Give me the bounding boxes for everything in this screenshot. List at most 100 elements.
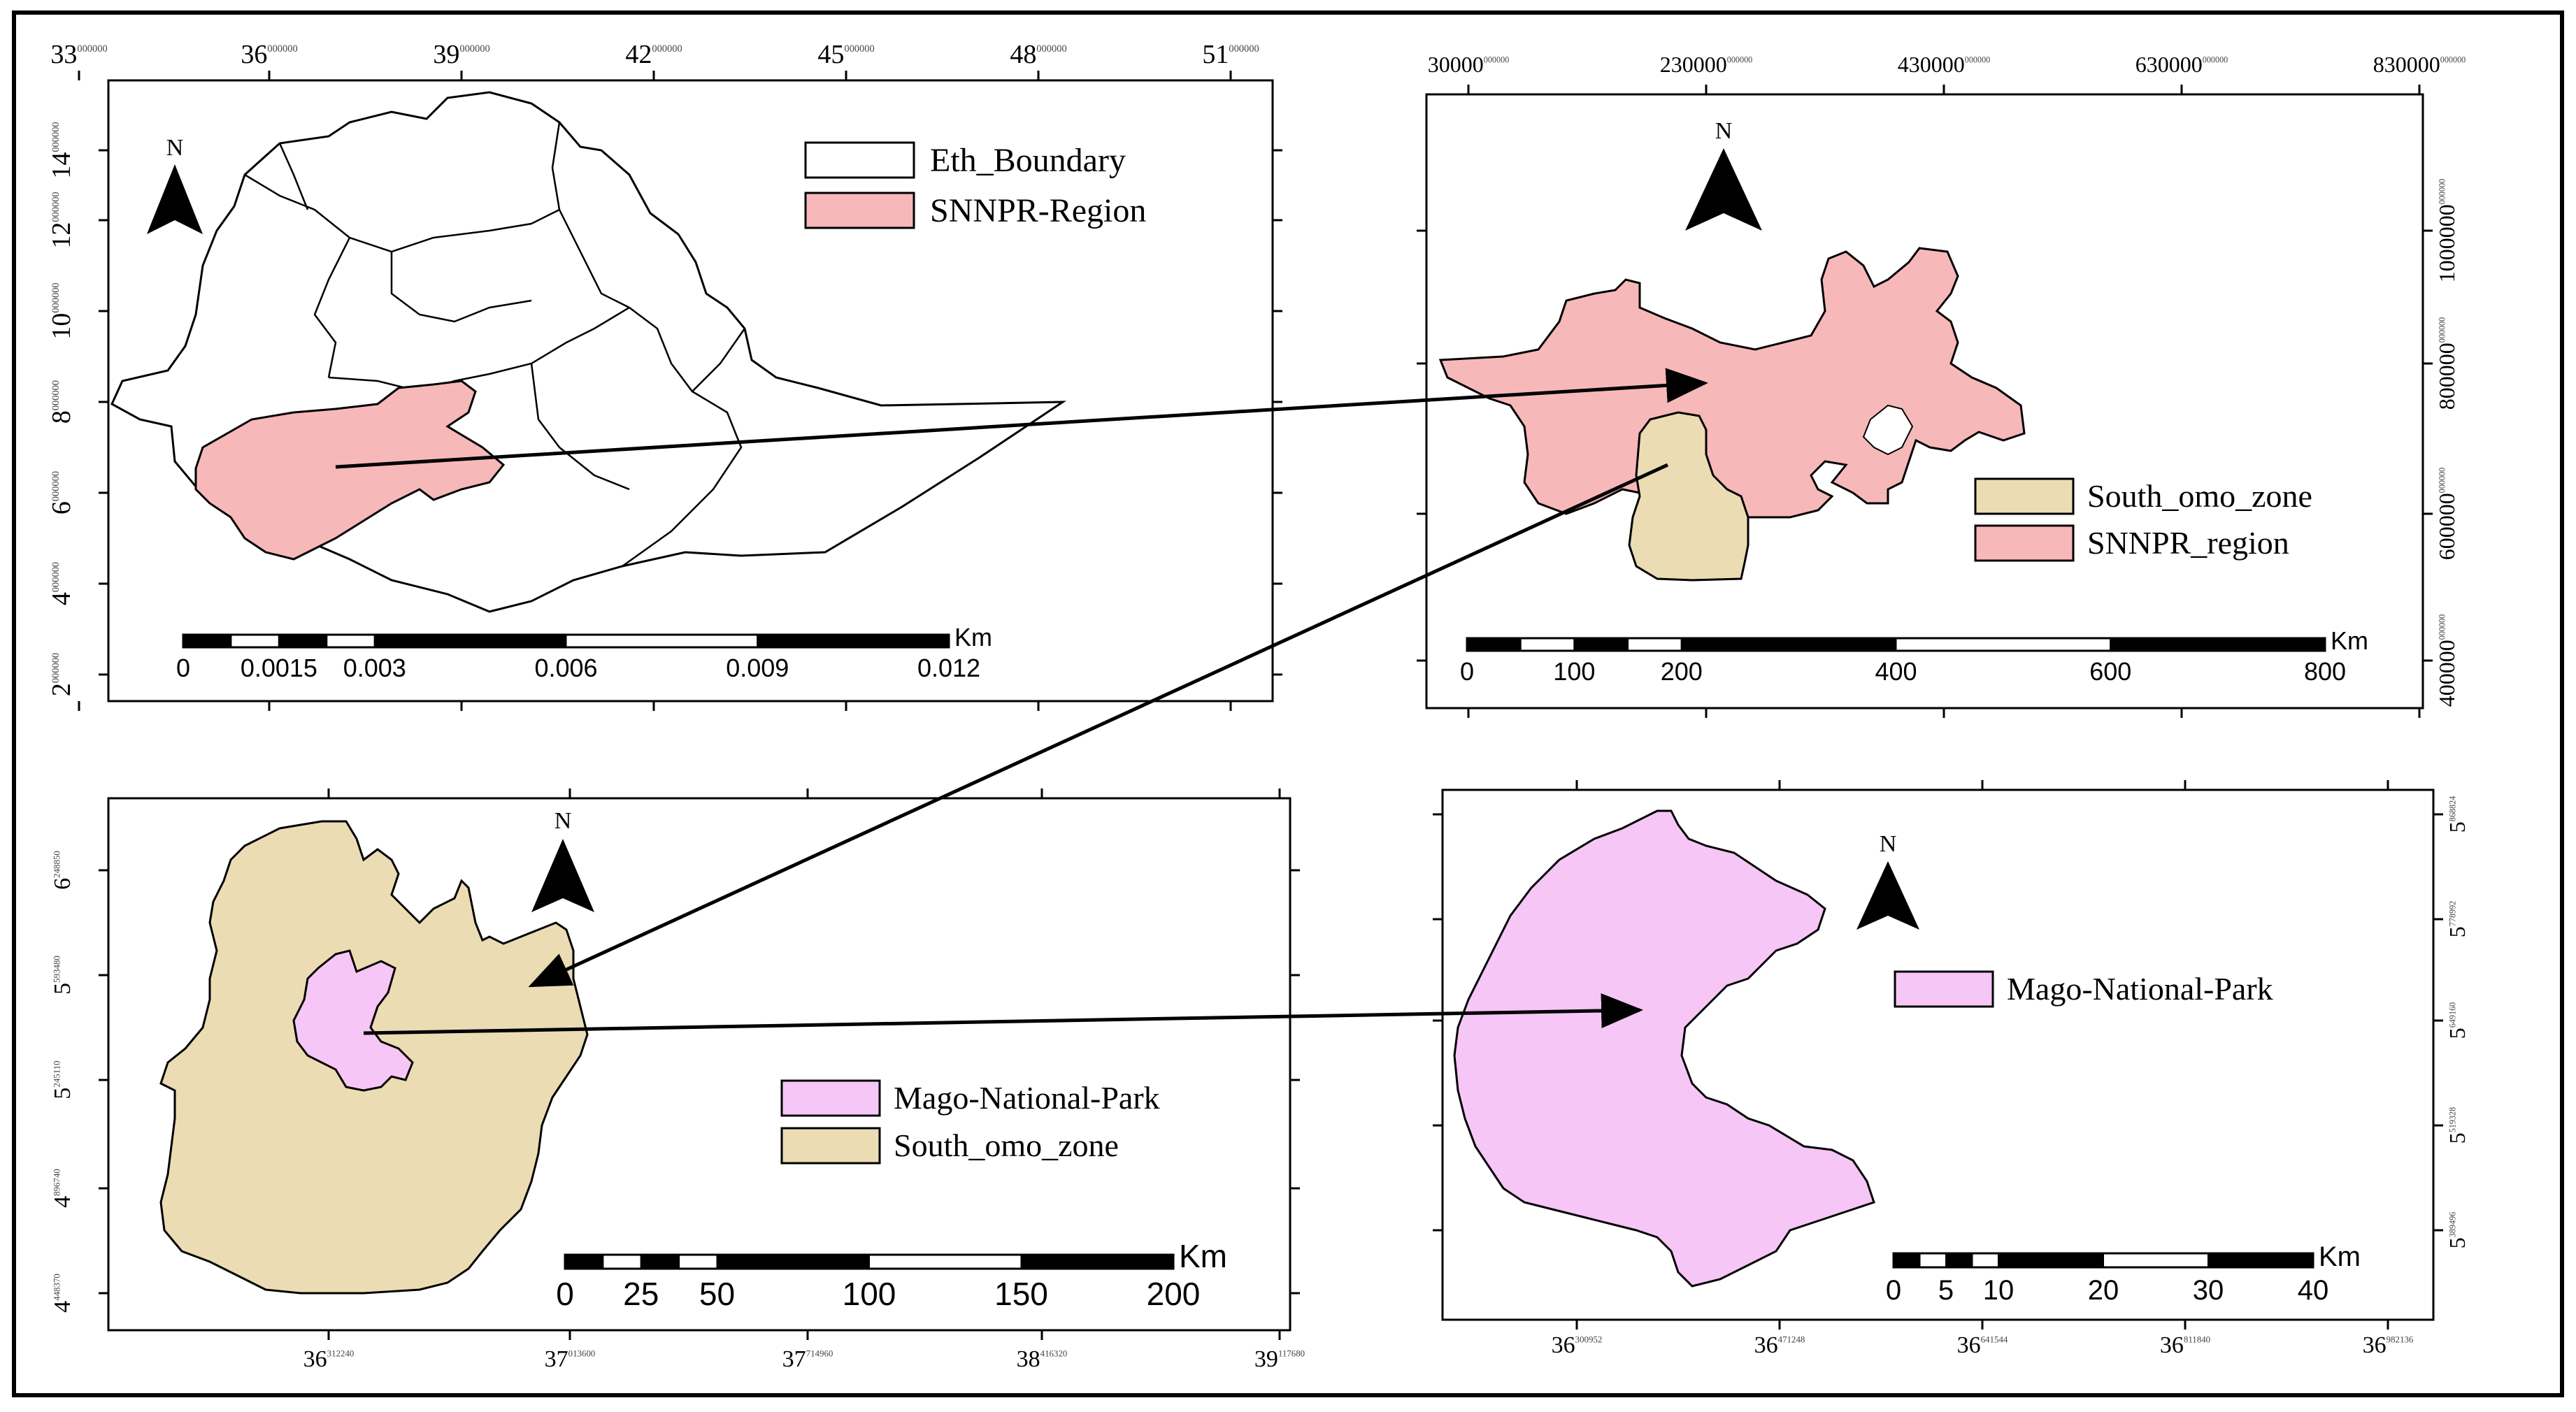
legend-snnpr: South_omo_zone SNNPR_region [1974,477,2312,562]
legend-swatch-mago-national-park [780,1079,881,1117]
ethiopia-y-tick-label: 2000000 [47,653,76,696]
scale-south-omo-label: 200 [1147,1276,1201,1312]
scale-south-omo-segment [564,1254,604,1269]
mago-x-tick-label: 36471248 [1754,1332,1805,1358]
scale-ethiopia-segment [183,634,232,648]
snnpr-x-tick-label: 630000000000 [2135,52,2228,77]
scale-mago-segment [1945,1253,1973,1268]
scale-south-omo-segment [716,1254,870,1269]
mago-y-tick-label: 5389496 [2445,1212,2470,1248]
scale-snnpr-label: 0 [1460,657,1474,686]
north-label: N [166,135,184,161]
mago-x-tick-label: 36641544 [1957,1332,2008,1358]
mago-x-tick-label: 36300952 [1552,1332,1603,1358]
snnpr-x-tick-label: 30000000000 [1428,52,1509,77]
south-omo-y-tick-label: 4448370 [50,1274,76,1313]
panel-snnpr-x-ticks: 30000000000 230000000000 430000000000 63000… [1428,52,2466,718]
mago-park-in-south-omo [292,949,414,1092]
scale-south-omo-label: 150 [994,1276,1048,1312]
scale-mago-label: 0 [1886,1275,1901,1306]
south-omo-x-tick-label: 38416320 [1017,1346,1068,1372]
snnpr-hole-shape [1862,404,1914,456]
legend-swatch-south-omo-zone [1974,477,2075,515]
scale-ethiopia-outline [182,633,950,649]
legend-label-south-omo-zone: South_omo_zone [2087,478,2312,514]
scale-snnpr-segment [1466,637,1522,651]
south-omo-zone-in-snnpr [1628,411,1749,582]
legend-label-snnpr-region: SNNPR_region [2087,525,2289,561]
scale-snnpr-label: 800 [2304,657,2346,686]
scale-mago-segment [1971,1253,1999,1268]
scale-mago-segment [2103,1253,2209,1268]
scale-ethiopia-label: 0.006 [534,654,597,682]
scale-mago-label: 20 [2088,1275,2119,1306]
scale-snnpr-unit: Km [2331,626,2368,655]
scale-bar-ethiopia: 0 0.0015 0.003 0.006 0.009 0.012 Km [176,623,992,682]
snnpr-y-tick-label: 600000000000 [2434,468,2459,560]
legend-label-south-omo-zone: South_omo_zone [894,1128,1119,1163]
legend-mago: Mago-National-Park [1894,970,2273,1008]
scale-ethiopia-segment [326,634,375,648]
legend-label-eth-boundary: Eth_Boundary [930,142,1126,179]
scale-ethiopia-label: 0 [176,654,190,682]
scale-snnpr-segment [1573,637,1629,651]
arrow-south-omo-to-mago [363,993,1643,1035]
north-arrow-south-omo: N [531,808,594,912]
scale-south-omo-segment [602,1254,642,1269]
scale-south-omo-segment [1020,1254,1174,1269]
legend-ethiopia: Eth_Boundary SNNPR-Region [804,141,1146,229]
scale-ethiopia-segment [278,634,328,648]
scale-ethiopia-label: 0.003 [343,654,406,682]
legend-label-snnpr-region: SNNPR-Region [930,192,1146,229]
legend-swatch-eth-boundary [804,141,915,179]
scale-ethiopia-label: 0.009 [726,654,789,682]
scale-snnpr-label: 400 [1875,657,1917,686]
north-arrow-mago: N [1856,831,1919,930]
ethiopia-x-tick-label: 36000000 [241,40,297,69]
figure-border [12,10,2564,1397]
mago-x-tick-label: 36811840 [2160,1332,2210,1358]
north-label: N [1880,831,1897,857]
scale-mago-outline [1892,1252,2314,1269]
scale-ethiopia-segment [565,634,759,648]
scale-ethiopia-label: 0.0015 [241,654,317,682]
ethiopia-x-tick-label: 48000000 [1010,40,1066,69]
scale-mago-segment [1998,1253,2104,1268]
scale-south-omo-label: 0 [556,1276,574,1312]
south-omo-y-tick-label: 5245110 [50,1060,76,1099]
ethiopia-y-tick-label: 12000000 [47,192,76,248]
ethiopia-x-tick-label: 39000000 [433,40,489,69]
north-arrow-ethiopia: N [147,135,203,234]
legend-swatch-snnpr-region [1974,524,2075,562]
mago-national-park-shape [1453,809,1875,1288]
panel-mago-x-ticks: 36300952 36471248 36641544 36811840 36982136 [1552,780,2414,1358]
scale-ethiopia-unit: Km [954,623,992,651]
scale-mago-segment [1893,1253,1921,1268]
scale-south-omo-segment [868,1254,1022,1269]
scale-ethiopia-segment [757,634,950,648]
panel-ethiopia: 33000000 36000000 39000000 42000000 45000000… [47,40,1282,711]
ethiopia-x-tick-label: 51000000 [1202,40,1259,69]
south-omo-y-tick-label: 4896740 [50,1169,76,1208]
legend-swatch-south-omo-zone [780,1127,881,1165]
scale-south-omo-label: 50 [699,1276,735,1312]
scale-south-omo-segment [678,1254,718,1269]
panel-mago: 36300952 36471248 36641544 36811840 36982136… [1433,780,2470,1358]
ethiopia-y-tick-label: 8000000 [47,380,76,424]
ethiopia-x-tick-label: 33000000 [50,40,107,69]
ethiopia-y-tick-label: 4000000 [47,562,76,605]
scale-snnpr-segment [1895,637,2112,651]
south-omo-y-tick-label: 6248850 [50,851,76,890]
arrow-snnpr-to-south-omo [528,463,1669,988]
snnpr-x-tick-label: 430000000000 [1898,52,1990,77]
mago-y-tick-label: 5778992 [2445,901,2470,937]
panel-mago-y-ticks: 5868824 5778992 5649160 5519328 5389496 [1433,796,2470,1248]
scale-snnpr-segment [2110,637,2326,651]
scale-snnpr-outline [1466,637,2326,652]
scale-south-omo-unit: Km [1179,1238,1227,1274]
legend-swatch-snnpr-region [804,192,915,229]
scale-snnpr-label: 100 [1553,657,1595,686]
scale-mago-label: 40 [2298,1275,2329,1306]
